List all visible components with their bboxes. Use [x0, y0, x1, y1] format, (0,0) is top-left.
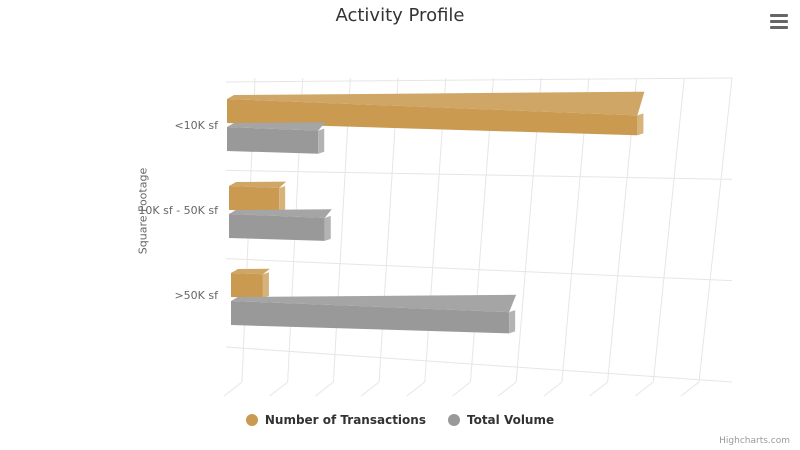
bar-front-face — [227, 127, 319, 154]
bar-end-face — [279, 186, 286, 212]
bars — [227, 91, 645, 334]
bar-front-face — [227, 99, 638, 136]
legend-swatch-total-volume — [447, 414, 460, 426]
bar-transactions — [229, 181, 287, 212]
bar-end-face — [509, 310, 516, 334]
chart-title: Activity Profile — [335, 5, 465, 26]
bar-front-face — [229, 186, 280, 212]
grid-line-floor — [497, 381, 517, 397]
bar-end-face — [637, 113, 644, 136]
grid-line — [378, 77, 399, 383]
legend: Number of Transactions Total Volume — [0, 413, 800, 427]
bar-front-face — [231, 301, 510, 334]
category-label: 10K sf - 50K sf — [138, 204, 219, 217]
legend-label-total-volume: Total Volume — [466, 413, 555, 427]
bar-top-face — [227, 91, 645, 116]
grid-line-floor — [680, 381, 700, 397]
grid-line — [332, 77, 351, 383]
bar-front-face — [231, 273, 263, 298]
grid-line-h — [225, 77, 733, 83]
category-label: >50K sf — [174, 289, 219, 302]
bar-total-volume — [229, 209, 332, 241]
grid-line-floor — [360, 381, 380, 397]
grid-line-floor — [315, 381, 334, 397]
legend-swatch-transactions — [245, 414, 258, 426]
bar-top-face — [231, 294, 517, 313]
bar-front-face — [229, 214, 325, 241]
grid-line-floor — [452, 381, 471, 397]
bar-transactions — [227, 91, 645, 136]
grid-line-floor — [223, 381, 243, 397]
bar-end-face — [262, 272, 269, 298]
bar-top-face — [227, 122, 326, 131]
bar-total-volume — [227, 122, 326, 154]
grid-line-h — [225, 169, 733, 180]
grid-line-floor — [589, 381, 608, 397]
grid-line-h — [225, 346, 733, 383]
grid-line-floor — [406, 381, 426, 397]
bar-end-face — [324, 215, 331, 241]
hamburger-menu-icon[interactable] — [770, 14, 788, 30]
grid-line-h — [225, 258, 733, 282]
credits[interactable]: Highcharts.com — [719, 436, 790, 446]
bar-top-face — [231, 268, 270, 275]
bar-top-face — [229, 209, 332, 218]
grid-line-floor — [269, 381, 289, 397]
grid-line-floor — [543, 381, 563, 397]
bar-total-volume — [231, 294, 517, 334]
grid-line-floor — [634, 381, 654, 397]
category-label: <10K sf — [174, 119, 219, 132]
legend-label-transactions: Number of Transactions — [264, 413, 426, 427]
legend-item-transactions[interactable]: Number of Transactions — [245, 413, 426, 427]
grid-line — [652, 77, 685, 383]
bar-top-face — [229, 181, 287, 189]
bar-end-face — [318, 128, 325, 154]
grid-line — [698, 77, 733, 383]
legend-item-total-volume[interactable]: Total Volume — [447, 413, 555, 427]
bar-transactions — [231, 268, 270, 298]
y-axis-title: Square Footage — [136, 167, 150, 255]
